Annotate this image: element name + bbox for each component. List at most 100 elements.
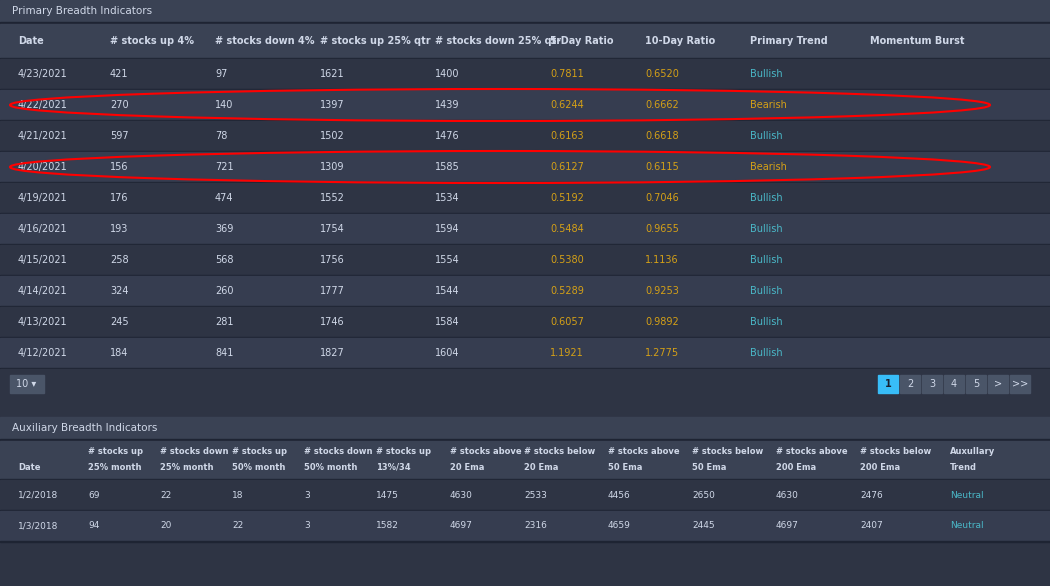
Text: # stocks down 4%: # stocks down 4%: [215, 36, 315, 46]
Text: # stocks down 25% qtr: # stocks down 25% qtr: [435, 36, 561, 46]
Text: 184: 184: [110, 348, 128, 358]
Bar: [0, 306, 1050, 307]
Text: 1534: 1534: [435, 193, 460, 203]
Bar: [0, 59, 1050, 89]
Text: 1582: 1582: [376, 522, 399, 530]
Bar: [0, 120, 1050, 121]
Bar: [0, 90, 1050, 120]
Text: Momentum Burst: Momentum Burst: [870, 36, 965, 46]
Bar: [0, 399, 1050, 417]
Text: 20: 20: [160, 522, 171, 530]
Bar: [900, 375, 920, 393]
Text: Neutral: Neutral: [950, 522, 984, 530]
Text: 4/15/2021: 4/15/2021: [18, 255, 68, 265]
Text: 5: 5: [973, 379, 979, 389]
Text: 1604: 1604: [435, 348, 460, 358]
Text: 841: 841: [215, 348, 233, 358]
Text: 10-Day Ratio: 10-Day Ratio: [645, 36, 715, 46]
Text: 78: 78: [215, 131, 228, 141]
Text: # stocks up: # stocks up: [232, 447, 287, 455]
Text: # stocks down: # stocks down: [304, 447, 373, 455]
Text: 2445: 2445: [692, 522, 715, 530]
Text: 4659: 4659: [608, 522, 631, 530]
Text: Primary Breadth Indicators: Primary Breadth Indicators: [12, 6, 152, 16]
Text: 4/12/2021: 4/12/2021: [18, 348, 68, 358]
Text: 258: 258: [110, 255, 128, 265]
Bar: [0, 24, 1050, 58]
Text: 2316: 2316: [524, 522, 547, 530]
Text: # stocks below: # stocks below: [692, 447, 763, 455]
Text: 324: 324: [110, 286, 128, 296]
Text: 1746: 1746: [320, 317, 344, 327]
Text: 0.5192: 0.5192: [550, 193, 584, 203]
Text: 25% month: 25% month: [88, 462, 142, 472]
Text: 2: 2: [907, 379, 914, 389]
Text: Bullish: Bullish: [750, 193, 782, 203]
Text: 5-Day Ratio: 5-Day Ratio: [550, 36, 613, 46]
Text: 2650: 2650: [692, 490, 715, 499]
Text: 193: 193: [110, 224, 128, 234]
Text: # stocks below: # stocks below: [860, 447, 931, 455]
Text: 4/22/2021: 4/22/2021: [18, 100, 68, 110]
Text: 1.1921: 1.1921: [550, 348, 584, 358]
Bar: [0, 480, 1050, 510]
Text: 4456: 4456: [608, 490, 631, 499]
Text: 22: 22: [232, 522, 244, 530]
Text: 3: 3: [304, 490, 310, 499]
Text: >>: >>: [1012, 379, 1028, 389]
Bar: [0, 479, 1050, 480]
Text: # stocks up 25% qtr: # stocks up 25% qtr: [320, 36, 430, 46]
Text: 1584: 1584: [435, 317, 460, 327]
Text: 369: 369: [215, 224, 233, 234]
Text: 0.6057: 0.6057: [550, 317, 584, 327]
Text: 20 Ema: 20 Ema: [524, 462, 559, 472]
Text: 4/14/2021: 4/14/2021: [18, 286, 67, 296]
Text: Bullish: Bullish: [750, 224, 782, 234]
Text: 1.1136: 1.1136: [645, 255, 678, 265]
Text: 4/19/2021: 4/19/2021: [18, 193, 67, 203]
Text: 1585: 1585: [435, 162, 460, 172]
Text: 1397: 1397: [320, 100, 344, 110]
Text: Auxullary: Auxullary: [950, 447, 995, 455]
Text: 13%/34: 13%/34: [376, 462, 411, 472]
Text: 25% month: 25% month: [160, 462, 213, 472]
Text: 0.9892: 0.9892: [645, 317, 678, 327]
Bar: [944, 375, 964, 393]
Bar: [988, 375, 1008, 393]
Text: 50% month: 50% month: [232, 462, 286, 472]
Bar: [0, 22, 1050, 24]
Bar: [0, 541, 1050, 542]
Text: 1439: 1439: [435, 100, 460, 110]
Text: 0.5289: 0.5289: [550, 286, 584, 296]
Bar: [0, 0, 1050, 22]
Text: 1502: 1502: [320, 131, 344, 141]
Text: 4630: 4630: [450, 490, 472, 499]
Text: 1309: 1309: [320, 162, 344, 172]
Text: 4: 4: [951, 379, 957, 389]
Text: Bullish: Bullish: [750, 131, 782, 141]
Text: 4630: 4630: [776, 490, 799, 499]
Text: # stocks up 4%: # stocks up 4%: [110, 36, 194, 46]
Text: 0.5484: 0.5484: [550, 224, 584, 234]
Bar: [0, 337, 1050, 338]
Text: 4697: 4697: [776, 522, 799, 530]
Text: Primary Trend: Primary Trend: [750, 36, 827, 46]
Text: Bullish: Bullish: [750, 317, 782, 327]
Text: 4/16/2021: 4/16/2021: [18, 224, 67, 234]
Text: 200 Ema: 200 Ema: [776, 462, 816, 472]
Text: 0.9253: 0.9253: [645, 286, 679, 296]
Bar: [0, 511, 1050, 541]
Text: 721: 721: [215, 162, 233, 172]
Text: 270: 270: [110, 100, 128, 110]
Text: 176: 176: [110, 193, 128, 203]
Bar: [1010, 375, 1030, 393]
Text: >: >: [994, 379, 1002, 389]
Text: 2407: 2407: [860, 522, 883, 530]
Text: 0.9655: 0.9655: [645, 224, 679, 234]
Text: 50 Ema: 50 Ema: [608, 462, 643, 472]
Text: 4/13/2021: 4/13/2021: [18, 317, 67, 327]
Text: 4/21/2021: 4/21/2021: [18, 131, 68, 141]
Text: # stocks up: # stocks up: [376, 447, 430, 455]
Text: 18: 18: [232, 490, 244, 499]
Text: 1594: 1594: [435, 224, 460, 234]
